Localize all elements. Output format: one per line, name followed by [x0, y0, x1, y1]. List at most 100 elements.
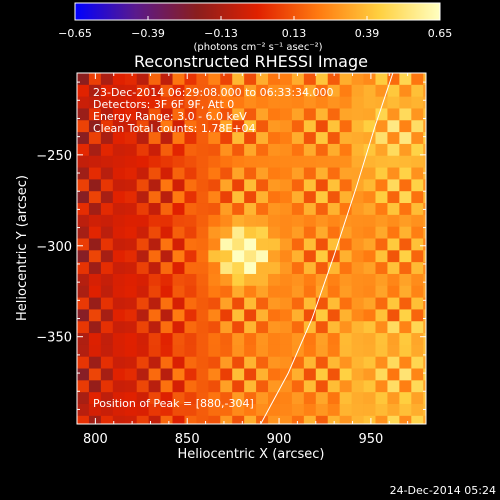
heatmap-cell: [315, 250, 329, 263]
heatmap-cell: [244, 167, 257, 180]
heatmap-cell: [327, 167, 341, 180]
heatmap-cell: [268, 415, 281, 424]
heatmap-cell: [208, 262, 221, 275]
heatmap-cell: [208, 73, 221, 86]
heatmap-cell: [244, 108, 257, 121]
heatmap-cell: [327, 368, 341, 381]
heatmap-cell: [184, 191, 197, 204]
heatmap-cell: [196, 368, 209, 381]
heatmap-cell: [244, 73, 257, 86]
heatmap-cell: [363, 309, 376, 322]
heatmap-cell: [196, 120, 209, 133]
colorbar-tick-label: −0.39: [131, 27, 165, 40]
heatmap-cell: [375, 143, 388, 157]
heatmap-cell: [112, 403, 126, 417]
heatmap-cell: [196, 167, 209, 180]
heatmap-cell: [244, 226, 257, 239]
heatmap-cell: [208, 96, 221, 109]
heatmap-cell: [339, 191, 353, 204]
heatmap-cell: [88, 120, 102, 133]
heatmap-cell: [399, 392, 412, 405]
heatmap-cell: [220, 309, 233, 322]
heatmap-cell: [208, 403, 221, 417]
heatmap-cell: [363, 179, 376, 192]
heatmap-cell: [88, 167, 102, 180]
heatmap-cell: [196, 73, 209, 86]
heatmap-cell: [220, 356, 233, 369]
heatmap-cell: [136, 380, 150, 393]
heatmap-cell: [279, 415, 293, 424]
heatmap-cell: [256, 179, 269, 192]
heatmap-cell: [375, 403, 388, 417]
heatmap-cell: [136, 321, 150, 334]
heatmap-cell: [399, 415, 412, 424]
heatmap-cell: [160, 73, 173, 86]
heatmap-cell: [88, 191, 102, 204]
heatmap-cell: [256, 108, 269, 121]
heatmap-cell: [136, 214, 150, 228]
heatmap-cell: [268, 273, 281, 287]
heatmap-cell: [184, 285, 197, 298]
heatmap-cell: [375, 238, 388, 251]
heatmap-cell: [339, 403, 353, 417]
heatmap-cell: [124, 380, 138, 393]
heatmap-cell: [268, 143, 281, 157]
heatmap-cell: [351, 356, 364, 369]
heatmap-cell: [148, 191, 161, 204]
heatmap-cell: [268, 132, 281, 145]
heatmap-cell: [375, 203, 388, 216]
heatmap-cell: [351, 262, 364, 275]
heatmap-cell: [256, 143, 269, 157]
heatmap-cell: [339, 96, 353, 109]
heatmap-cell: [291, 321, 305, 334]
heatmap-cell: [256, 380, 269, 393]
heatmap-cell: [184, 297, 197, 310]
heatmap-cell: [315, 273, 329, 287]
heatmap-cell: [399, 333, 412, 346]
heatmap-cell: [351, 285, 364, 298]
heatmap-cell: [303, 250, 317, 263]
heatmap-cell: [303, 226, 317, 239]
heatmap-cell: [112, 108, 126, 121]
heatmap-cell: [160, 403, 173, 417]
heatmap-cell: [423, 250, 426, 263]
heatmap-cell: [387, 368, 400, 381]
heatmap-cell: [339, 203, 353, 216]
heatmap-cell: [184, 262, 197, 275]
heatmap-cell: [375, 415, 388, 424]
heatmap-cell: [411, 203, 424, 216]
heatmap-cell: [303, 167, 317, 180]
heatmap-cell: [160, 368, 173, 381]
heatmap-cell: [160, 96, 173, 109]
heatmap-cell: [423, 297, 426, 310]
heatmap-cell: [148, 226, 161, 239]
heatmap-cell: [208, 226, 221, 239]
heatmap-cell: [100, 380, 114, 393]
heatmap-cell: [256, 415, 269, 424]
heatmap-cell: [279, 73, 293, 86]
heatmap-cell: [351, 226, 364, 239]
heatmap-cell: [423, 344, 426, 358]
heatmap-cell: [172, 84, 185, 98]
heatmap-cell: [244, 84, 257, 98]
heatmap-cell: [124, 108, 138, 121]
heatmap-cell: [423, 96, 426, 109]
heatmap-cell: [184, 214, 197, 228]
heatmap-cell: [100, 333, 114, 346]
heatmap-cell: [303, 179, 317, 192]
heatmap-cell: [160, 250, 173, 263]
heatmap-cell: [160, 155, 173, 168]
heatmap-cell: [232, 96, 245, 109]
heatmap-cell: [136, 84, 150, 98]
heatmap-cell: [423, 356, 426, 369]
heatmap-cell: [303, 108, 317, 121]
heatmap-cell: [124, 321, 138, 334]
heatmap-cell: [232, 297, 245, 310]
heatmap-cell: [399, 380, 412, 393]
heatmap-cell: [184, 179, 197, 192]
y-axis-title: Heliocentric Y (arcsec): [15, 175, 30, 321]
heatmap-cell: [77, 262, 90, 275]
heatmap-cell: [208, 155, 221, 168]
heatmap-cell: [279, 155, 293, 168]
heatmap-cell: [136, 403, 150, 417]
